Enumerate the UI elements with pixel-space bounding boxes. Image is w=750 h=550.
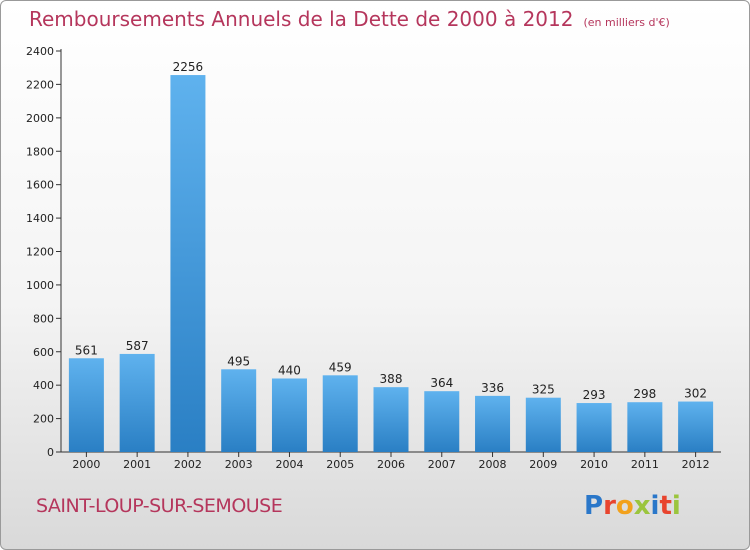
bar (627, 402, 663, 452)
bar (475, 395, 511, 452)
chart-bars (68, 75, 714, 452)
x-tick-label: 2011 (631, 458, 659, 471)
y-tick-label: 600 (33, 346, 54, 359)
bar (525, 397, 561, 452)
bar (170, 75, 206, 452)
logo-letter: r (603, 491, 616, 521)
y-tick-label: 2000 (26, 112, 54, 125)
x-tick-label: 2007 (428, 458, 456, 471)
chart-unit: (en milliers d'€) (583, 16, 670, 29)
y-tick-label: 800 (33, 312, 54, 325)
x-tick-label: 2006 (377, 458, 405, 471)
y-tick-label: 200 (33, 413, 54, 426)
bar (68, 358, 104, 452)
y-tick-label: 1800 (26, 145, 54, 158)
bar (221, 369, 257, 452)
chart-axes: 0 200 400 600 800 1000 1200 1400 1600 1800 2000 220… (26, 45, 721, 459)
x-tick-label: 2000 (72, 458, 100, 471)
bar (424, 391, 460, 452)
y-tick-label: 1600 (26, 179, 54, 192)
y-tick-label: 400 (33, 379, 54, 392)
logo-letter: i (650, 491, 660, 521)
y-tick-label: 1000 (26, 279, 54, 292)
logo-letter: t (659, 491, 672, 521)
x-tick-label: 2008 (479, 458, 507, 471)
data-label: 495 (227, 354, 250, 368)
chart-title-text: Remboursements Annuels de la Dette de 20… (29, 7, 574, 31)
chart-labels: 2000 561 2001 587 2002 2256 2003 495 2004 440 2005… (72, 60, 709, 471)
chart-title: Remboursements Annuels de la Dette de 20… (29, 7, 670, 31)
logo-letter: x (633, 491, 651, 521)
data-label: 2256 (173, 60, 204, 74)
x-tick-label: 2009 (529, 458, 557, 471)
x-tick-label: 2012 (682, 458, 710, 471)
logo-letter: i (671, 491, 681, 521)
data-label: 459 (329, 360, 352, 374)
y-tick-label: 1400 (26, 212, 54, 225)
bar (119, 353, 155, 452)
bar (373, 387, 409, 452)
data-label: 587 (126, 339, 149, 353)
y-tick-label: 0 (47, 446, 54, 459)
commune-name: SAINT-LOUP-SUR-SEMOUSE (36, 495, 283, 517)
bar (271, 378, 307, 452)
logo-letter: P (584, 491, 604, 521)
data-label: 440 (278, 363, 301, 377)
x-tick-label: 2005 (326, 458, 354, 471)
bar (678, 401, 714, 452)
x-tick-label: 2001 (123, 458, 151, 471)
x-tick-label: 2004 (275, 458, 303, 471)
data-label: 302 (684, 387, 707, 401)
data-label: 364 (430, 376, 453, 390)
x-tick-label: 2002 (174, 458, 202, 471)
data-label: 388 (380, 372, 403, 386)
data-label: 325 (532, 383, 555, 397)
data-label: 298 (633, 387, 656, 401)
x-tick-label: 2003 (225, 458, 253, 471)
data-label: 561 (75, 343, 98, 357)
bar (322, 375, 358, 452)
y-tick-label: 1200 (26, 246, 54, 259)
data-label: 336 (481, 381, 504, 395)
data-label: 293 (583, 388, 606, 402)
proxiti-logo: Proxiti (584, 491, 681, 521)
y-tick-label: 2400 (26, 45, 54, 58)
logo-letter: o (615, 491, 634, 521)
x-tick-label: 2010 (580, 458, 608, 471)
bar (576, 403, 612, 452)
y-tick-label: 2200 (26, 78, 54, 91)
